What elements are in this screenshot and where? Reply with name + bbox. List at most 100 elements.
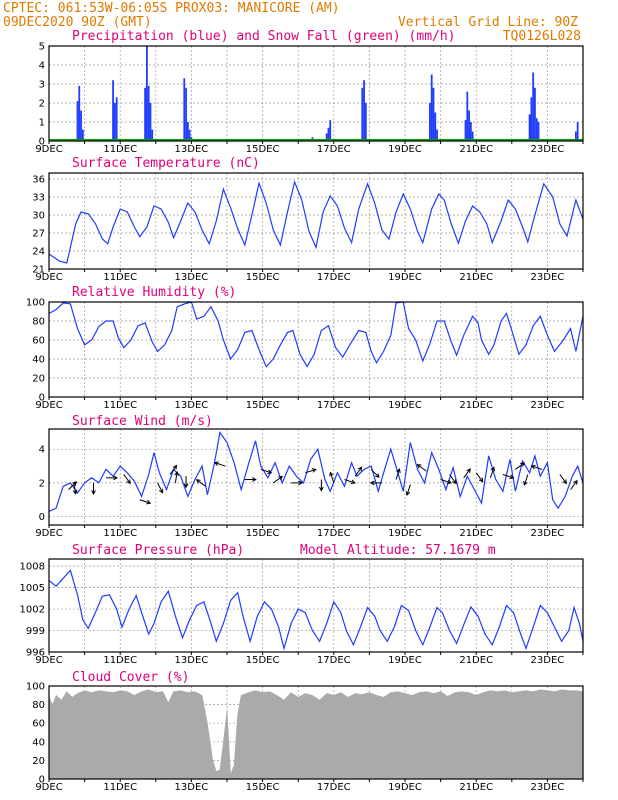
x-tick-label: 19DEC — [388, 144, 422, 155]
x-tick-label: 11DEC — [103, 528, 137, 539]
header-line1: CPTEC: 061:53W-06:05S PROX03: MANICORE (… — [3, 1, 340, 16]
series-line-temp — [48, 180, 584, 264]
x-tick-label: 17DEC — [317, 528, 351, 539]
x-tick-label: 17DEC — [317, 144, 351, 155]
wind-arrow — [272, 476, 283, 484]
wind-arrow-head — [113, 475, 119, 481]
x-tick-label: 21DEC — [459, 782, 493, 793]
wind-arrow — [523, 474, 529, 486]
y-tick-label: 2 — [39, 99, 45, 110]
y-tick-label: 60 — [32, 336, 45, 347]
wind-arrow — [531, 465, 543, 470]
x-tick-label: 17DEC — [317, 655, 351, 666]
y-tick-label: 996 — [26, 648, 45, 659]
wind-arrow-head — [158, 488, 164, 494]
precip-bar — [363, 80, 365, 141]
wind-arrow-head — [213, 461, 219, 466]
y-tick-label: 1 — [39, 118, 45, 129]
x-tick-label: 23DEC — [531, 782, 565, 793]
wind-arrow — [463, 468, 471, 479]
precip-bar — [468, 110, 470, 141]
wind-arrow-head — [183, 483, 189, 489]
y-tick-label: 0 — [39, 775, 45, 786]
wind-arrow-head — [72, 489, 78, 495]
y-tick-label: 24 — [32, 247, 45, 258]
wind-arrow — [305, 468, 316, 474]
header-model-id: TQ0126L028 — [503, 29, 581, 44]
precip-bar — [113, 103, 116, 141]
wind-arrow-head — [466, 468, 471, 473]
x-tick-label: 21DEC — [459, 272, 493, 283]
wind-arrow — [73, 482, 77, 494]
wind-arrow — [417, 464, 427, 472]
x-tick-label: 15DEC — [246, 144, 280, 155]
precip-bar — [146, 46, 148, 141]
x-tick-label: 9DEC — [35, 528, 62, 539]
x-tick-label: 23DEC — [531, 528, 565, 539]
x-tick-label: 17DEC — [317, 272, 351, 283]
wind-arrow — [449, 474, 457, 484]
wind-arrow — [395, 468, 400, 480]
precip-bar — [186, 122, 189, 141]
x-tick-label: 11DEC — [103, 272, 137, 283]
y-tick-label: 999 — [26, 626, 45, 637]
precip-bar — [434, 112, 437, 141]
x-tick-label: 15DEC — [246, 782, 280, 793]
x-tick-label: 15DEC — [246, 528, 280, 539]
wind-arrow-head — [126, 479, 131, 485]
y-tick-label: 3 — [39, 80, 45, 91]
y-tick-label: 4 — [39, 61, 45, 72]
x-tick-label: 19DEC — [388, 655, 422, 666]
plot-frame — [48, 172, 584, 270]
x-tick-label: 19DEC — [388, 400, 422, 411]
y-tick-label: 20 — [32, 756, 45, 767]
wind-arrow — [174, 471, 178, 483]
x-tick-label: 21DEC — [459, 528, 493, 539]
y-tick-label: 21 — [32, 265, 45, 276]
precip-bar — [188, 129, 191, 141]
wind-arrow-head — [447, 479, 453, 485]
y-tick-label: 80 — [32, 700, 45, 711]
precip-bar — [530, 97, 533, 141]
x-tick-label: 11DEC — [103, 144, 137, 155]
precip-bar — [183, 78, 186, 141]
wind-arrow — [440, 479, 452, 484]
precip-bar — [464, 120, 467, 141]
wind-arrow — [570, 480, 578, 490]
wind-arrow — [260, 468, 272, 474]
precip-bar — [185, 87, 187, 141]
x-tick-label: 19DEC — [388, 782, 422, 793]
x-tick-label: 11DEC — [103, 655, 137, 666]
precip-bar — [574, 131, 577, 141]
wind-arrow-head — [318, 486, 324, 492]
x-tick-label: 11DEC — [103, 782, 137, 793]
x-tick-label: 17DEC — [317, 400, 351, 411]
y-tick-label: 40 — [32, 737, 45, 748]
x-tick-label: 21DEC — [459, 655, 493, 666]
precip-bar — [528, 114, 531, 141]
x-tick-label: 23DEC — [531, 144, 565, 155]
x-tick-label: 19DEC — [388, 272, 422, 283]
wind-arrow-head — [357, 466, 363, 472]
wind-arrow — [329, 472, 335, 484]
precip-bar — [81, 129, 84, 141]
x-tick-label: 15DEC — [246, 655, 280, 666]
wind-arrow — [354, 466, 363, 477]
panel-temp-title: Surface Temperature (nC) — [72, 156, 260, 171]
wind-arrow — [169, 465, 177, 475]
precip-bar — [325, 133, 328, 141]
x-tick-label: 15DEC — [246, 272, 280, 283]
cloud-area — [48, 689, 584, 780]
wind-arrow — [157, 482, 164, 493]
wind-arrow-head — [369, 480, 375, 486]
panel-pressure-title: Surface Pressure (hPa) — [72, 543, 244, 558]
precip-bar — [115, 97, 118, 141]
wind-arrow-head — [267, 469, 273, 475]
plot-frame — [48, 558, 584, 653]
precip-bar — [532, 72, 535, 141]
y-tick-label: 80 — [32, 317, 45, 328]
wind-arrow-head — [405, 491, 411, 497]
y-tick-label: 0 — [39, 393, 45, 404]
wind-arrow — [475, 472, 484, 482]
y-tick-label: 40 — [32, 355, 45, 366]
